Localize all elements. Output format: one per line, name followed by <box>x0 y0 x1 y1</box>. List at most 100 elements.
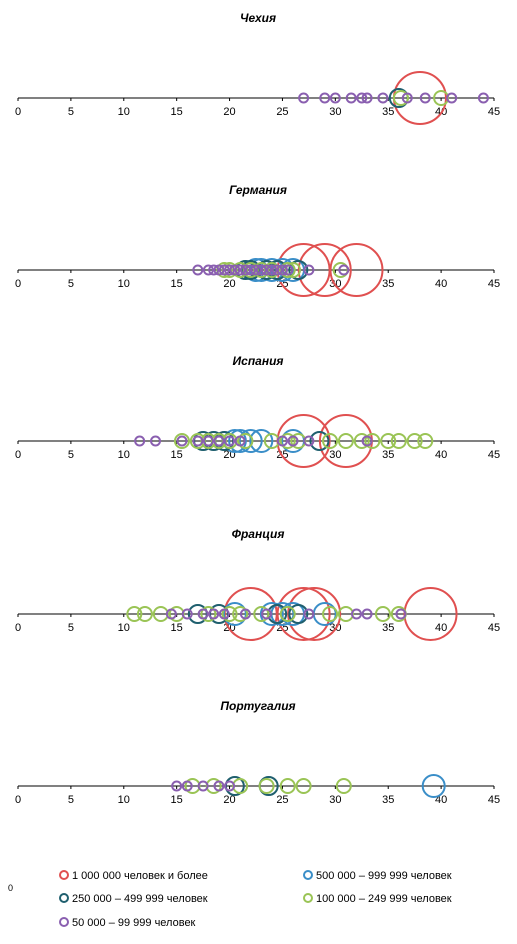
bubble-point <box>136 606 153 622</box>
x-tick-label: 0 <box>15 622 21 634</box>
x-tick-label: 45 <box>488 278 500 290</box>
bubble-point <box>245 264 257 276</box>
bubble-point <box>380 433 397 449</box>
bubble-point <box>237 433 254 449</box>
bubble-point <box>297 243 352 297</box>
x-tick-label: 15 <box>171 449 183 461</box>
x-tick-label: 10 <box>118 622 130 634</box>
x-tick-label: 35 <box>382 278 394 290</box>
bubble-point <box>202 435 214 447</box>
bubble-point <box>224 264 236 276</box>
panel-title: Португалия <box>220 699 295 713</box>
bubble-point <box>406 433 423 449</box>
legend-label: 50 000 – 99 999 человек <box>72 917 196 929</box>
legend-label: 1 000 000 человек и более <box>72 870 208 882</box>
x-tick-label: 5 <box>68 622 74 634</box>
bubble-point <box>287 435 299 447</box>
panel-title: Чехия <box>240 11 276 25</box>
bubble-point <box>303 264 315 276</box>
x-tick-label: 35 <box>382 622 394 634</box>
bubble-point <box>303 608 315 620</box>
bubble-point <box>213 780 225 792</box>
x-tick-label: 35 <box>382 449 394 461</box>
x-tick-label: 0 <box>15 794 21 806</box>
bubble-point <box>279 433 296 449</box>
legend-marker <box>59 917 69 927</box>
x-tick-label: 0 <box>15 449 21 461</box>
bubble-point <box>279 778 296 794</box>
x-tick-label: 15 <box>171 106 183 118</box>
bubble-point <box>446 92 458 104</box>
bubble-point <box>401 92 413 104</box>
bubble-point <box>181 780 193 792</box>
bubble-point <box>234 264 246 276</box>
bubble-point <box>288 260 309 280</box>
bubble-point <box>295 778 312 794</box>
bubble-point <box>287 587 342 641</box>
x-tick-label: 5 <box>68 794 74 806</box>
x-tick-label: 35 <box>382 106 394 118</box>
bubble-point <box>309 431 330 451</box>
panel-title: Германия <box>229 183 287 197</box>
x-tick-label: 15 <box>171 794 183 806</box>
x-tick-label: 10 <box>118 449 130 461</box>
bubble-point <box>213 435 225 447</box>
bubble-point <box>218 264 230 276</box>
bubble-point <box>288 604 309 624</box>
bubble-point <box>322 433 339 449</box>
bubble-point <box>261 608 273 620</box>
x-tick-label: 15 <box>171 622 183 634</box>
bubble-point <box>303 435 315 447</box>
bubble-point <box>228 429 253 453</box>
x-tick-label: 45 <box>488 794 500 806</box>
x-tick-label: 40 <box>435 278 447 290</box>
bubble-point <box>181 608 193 620</box>
bubble-point <box>417 433 434 449</box>
x-tick-label: 0 <box>15 278 21 290</box>
x-tick-label: 30 <box>329 449 341 461</box>
x-tick-label: 15 <box>171 278 183 290</box>
bubble-point <box>197 608 209 620</box>
legend-marker <box>303 870 313 880</box>
bubble-point <box>150 435 162 447</box>
bubble-point <box>192 264 204 276</box>
x-tick-label: 10 <box>118 278 130 290</box>
x-tick-label: 20 <box>223 794 235 806</box>
bubble-point <box>232 606 249 622</box>
bubble-point <box>221 606 238 622</box>
bubble-point <box>250 264 262 276</box>
bubble-point <box>421 774 446 798</box>
x-tick-label: 40 <box>435 622 447 634</box>
bubble-point <box>335 778 352 794</box>
bubble-point <box>319 92 331 104</box>
bubble-point <box>322 606 339 622</box>
bubble-point <box>134 435 146 447</box>
legend-marker <box>59 893 69 903</box>
panel-title: Франция <box>232 527 285 541</box>
bubble-point <box>337 433 354 449</box>
bubble-point <box>266 264 278 276</box>
bubble-point <box>173 433 190 449</box>
bubble-point <box>255 264 267 276</box>
bubble-point <box>258 778 275 794</box>
bubble-point <box>197 780 209 792</box>
bubble-point <box>395 608 407 620</box>
bubble-point <box>213 264 225 276</box>
bubble-point <box>171 780 183 792</box>
bubble-point <box>338 264 350 276</box>
bubble-point <box>353 433 370 449</box>
bubble-point <box>282 264 294 276</box>
bubble-point <box>238 429 263 453</box>
bubble-point <box>208 264 220 276</box>
bubble-point <box>218 608 230 620</box>
bubble-point <box>477 92 489 104</box>
x-tick-label: 30 <box>329 794 341 806</box>
x-tick-label: 5 <box>68 449 74 461</box>
panel-title: Испания <box>233 354 284 368</box>
bubble-point <box>356 92 368 104</box>
x-tick-label: 25 <box>276 106 288 118</box>
bubble-point <box>224 435 236 447</box>
bubble-point <box>253 606 270 622</box>
